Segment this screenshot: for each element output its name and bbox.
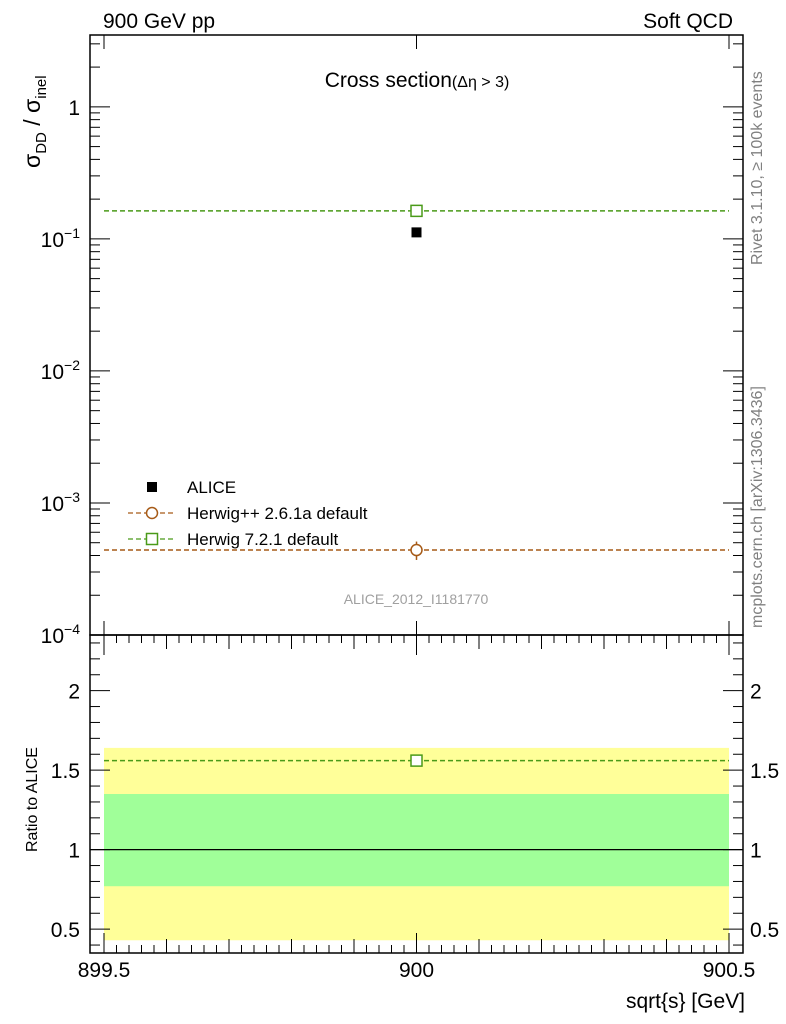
data-point: [145, 506, 159, 520]
data-point: [411, 227, 422, 238]
x-tick-label: 900.5: [703, 959, 756, 982]
y-tick-label: 10−3: [41, 489, 81, 516]
legend-label: Herwig 7.2.1 default: [187, 530, 338, 549]
legend-label: Herwig++ 2.6.1a default: [187, 504, 368, 523]
ratio-y-tick-label: 1: [68, 840, 80, 863]
ratio-y-tick-label-right: 1.5: [750, 760, 779, 783]
data-point: [410, 754, 423, 767]
y-tick-label-exponent: −1: [64, 225, 80, 241]
watermark: ALICE_2012_I1181770: [344, 591, 489, 607]
ylabel-sub-den: inel: [33, 75, 50, 98]
legend: ALICE Herwig++ 2.6.1a default Herwig 7.2.1…: [128, 478, 368, 549]
ratio-band-green: [104, 794, 729, 887]
y-tick-label-exponent: −3: [64, 489, 80, 505]
ratio-y-tick-label-right: 2: [750, 681, 762, 704]
main-title: Cross section(Δη > 3): [325, 69, 510, 92]
y-tick-label-base: 10: [41, 625, 64, 648]
y-tick-label: 10−1: [41, 225, 81, 252]
rivet-label: Rivet 3.1.10, ≥ 100k events: [749, 71, 766, 265]
y-tick-label-exponent: −4: [64, 621, 80, 637]
ylabel-sub-num: DD: [33, 132, 50, 154]
data-point: [147, 482, 157, 492]
data-point: [145, 532, 159, 546]
header-left: 900 GeV pp: [103, 10, 215, 33]
title-text: Cross section: [325, 69, 452, 92]
data-point: [410, 543, 423, 557]
ratio-y-tick-label: 1.5: [51, 760, 80, 783]
data-point: [410, 204, 423, 218]
x-axis-label: sqrt{s} [GeV]: [626, 990, 745, 1013]
main-series: [104, 204, 729, 560]
ratio-x-tick-labels: 899.5 900 900.5: [78, 959, 756, 982]
mcplots-label: mcplots.cern.ch [arXiv:1306.3436]: [749, 386, 766, 628]
ratio-frame: [89, 634, 744, 954]
x-tick-label: 900: [399, 959, 434, 982]
header-right: Soft QCD: [643, 10, 733, 33]
ratio-y-axis-label: Ratio to ALICE: [24, 747, 41, 852]
ratio-y-tick-label-right: 1: [750, 840, 762, 863]
ratio-y-tick-label: 2: [68, 681, 80, 704]
ratio-panel: 0.5 0.5 1 1 1.5 1.5 2 2 899.5 900 900.5 Ratio to …: [24, 634, 779, 1013]
ratio-y-tick-label: 0.5: [51, 919, 80, 942]
main-y-ticks: [90, 35, 743, 636]
main-panel: 110−110−210−310−4 Cross section(Δη > 3) …: [19, 34, 744, 648]
main-y-tick-labels: 110−110−210−310−4: [41, 97, 81, 648]
ratio-y-tick-labels: 0.5 0.5 1 1 1.5 1.5 2 2: [51, 681, 779, 943]
y-tick-label: 10−2: [41, 357, 81, 384]
title-suffix: (Δη > 3): [452, 74, 509, 91]
ylabel-slash: /: [19, 113, 45, 132]
y-tick-label-base: 10: [41, 493, 64, 516]
x-tick-label: 899.5: [78, 959, 131, 982]
y-tick-label-base: 1: [68, 97, 80, 120]
y-tick-label: 10−4: [41, 621, 81, 648]
ylabel-sigma-num: σ: [19, 154, 45, 168]
y-tick-label-base: 10: [41, 361, 64, 384]
ylabel-sigma-den: σ: [19, 99, 45, 113]
y-tick-label: 1: [68, 97, 80, 120]
y-tick-label-base: 10: [41, 229, 64, 252]
ratio-bands: [104, 747, 729, 941]
legend-label: ALICE: [187, 478, 236, 497]
ratio-ticks: [90, 635, 743, 953]
y-tick-label-exponent: −2: [64, 357, 80, 373]
ratio-series: [104, 754, 729, 767]
main-y-axis-label: σDD / σinel: [19, 75, 50, 168]
ratio-y-tick-label-right: 0.5: [750, 919, 779, 942]
